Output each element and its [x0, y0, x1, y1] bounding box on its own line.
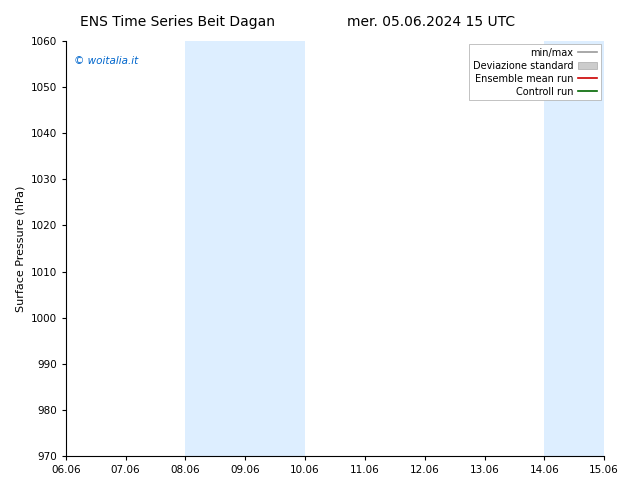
Bar [545, 41, 604, 456]
Legend: min/max, Deviazione standard, Ensemble mean run, Controll run: min/max, Deviazione standard, Ensemble m… [469, 44, 601, 100]
Y-axis label: Surface Pressure (hPa): Surface Pressure (hPa) [15, 185, 25, 312]
Bar [186, 41, 305, 456]
Text: ENS Time Series Beit Dagan: ENS Time Series Beit Dagan [80, 15, 275, 29]
Text: mer. 05.06.2024 15 UTC: mer. 05.06.2024 15 UTC [347, 15, 515, 29]
Text: © woitalia.it: © woitalia.it [74, 55, 138, 66]
